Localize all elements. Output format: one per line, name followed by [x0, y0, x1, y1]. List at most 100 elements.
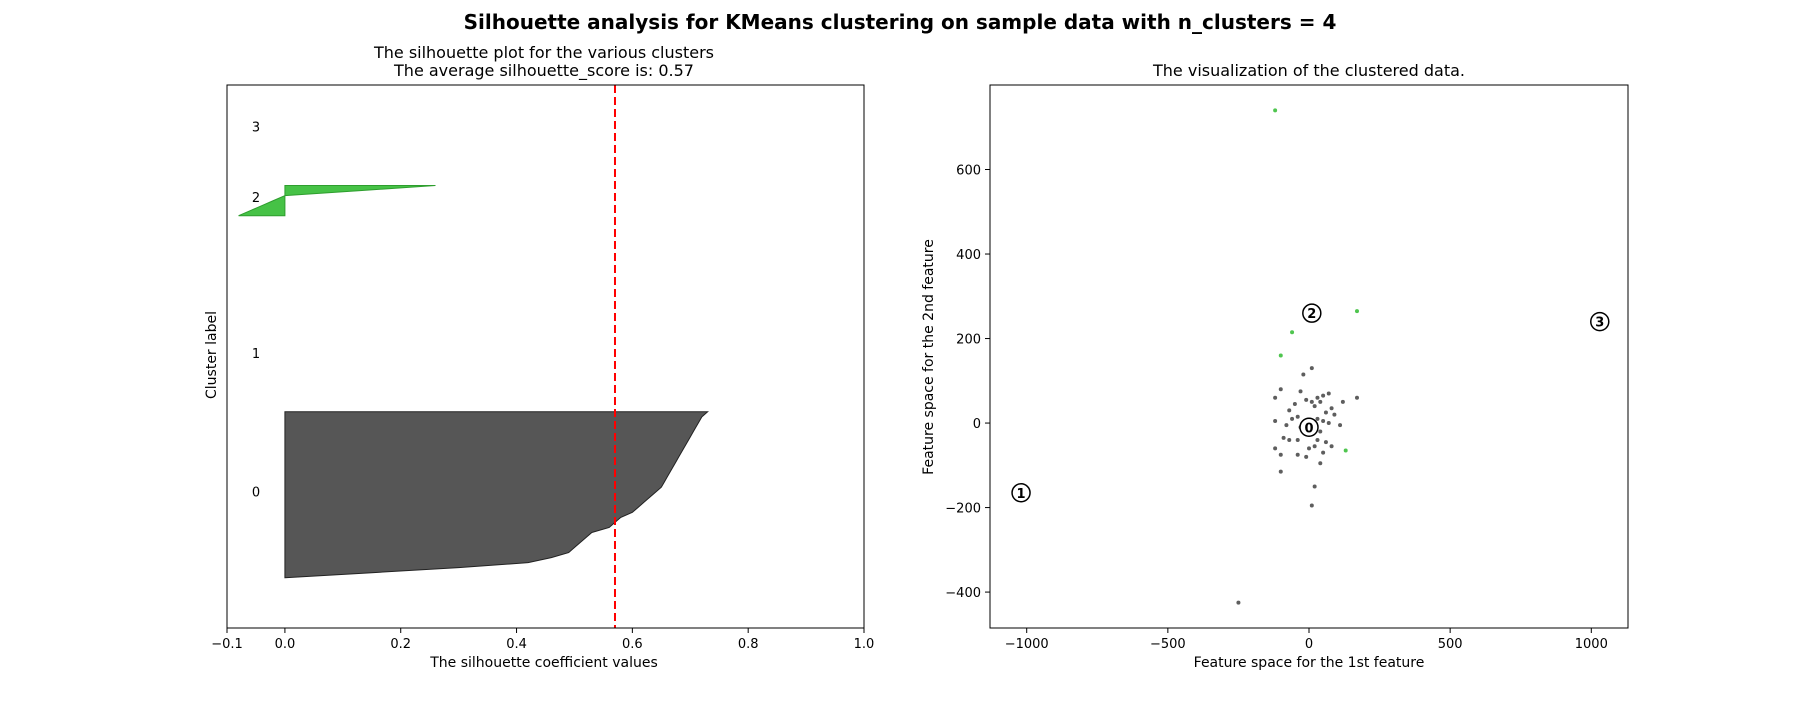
silhouette-cluster-labels: 0 1 2 3 — [252, 121, 260, 501]
cluster-center-marker — [1011, 483, 1031, 503]
silhouette-plot-frame — [226, 84, 865, 629]
scatter-y-tick-label: −400 — [945, 586, 981, 601]
scatter-point-cluster-0 — [1321, 418, 1326, 423]
silhouette-x-ticks: −0.1 0.0 0.2 0.4 0.6 0.8 1.0 — [211, 628, 874, 652]
cluster-label-3: 3 — [252, 121, 260, 136]
scatter-point-cluster-0 — [1236, 600, 1241, 605]
scatter-point-cluster-0 — [1309, 503, 1314, 508]
scatter-point-cluster-0 — [1326, 391, 1331, 396]
silhouette-fills — [238, 185, 709, 579]
scatter-point-cluster-0 — [1318, 399, 1323, 404]
scatter-y-tick-label: 600 — [956, 164, 981, 179]
cluster-center-label: 0 — [1304, 421, 1313, 436]
scatter-point-cluster-0 — [1278, 387, 1283, 392]
scatter-point-cluster-0 — [1332, 412, 1337, 417]
scatter-point-cluster-0 — [1292, 402, 1297, 407]
silhouette-plot: The silhouette plot for the various clus… — [204, 43, 874, 671]
scatter-point-cluster-2 — [1343, 448, 1348, 453]
silhouette-fill-cluster-0 — [284, 411, 709, 579]
scatter-point-cluster-0 — [1284, 423, 1289, 428]
silhouette-x-label: The silhouette coefficient values — [429, 655, 658, 671]
scatter-x-tick-label: 0 — [1305, 637, 1313, 652]
scatter-point-cluster-0 — [1281, 435, 1286, 440]
scatter-x-tick-label: −1000 — [1005, 637, 1049, 652]
scatter-x-label: Feature space for the 1st feature — [1194, 655, 1425, 671]
scatter-point-cluster-0 — [1321, 450, 1326, 455]
silhouette-plot-title-line2: The average silhouette_score is: 0.57 — [393, 61, 694, 81]
scatter-x-tick-label: 500 — [1438, 637, 1463, 652]
scatter-point-cluster-0 — [1301, 372, 1306, 377]
scatter-plot-title: The visualization of the clustered data. — [1152, 61, 1465, 80]
scatter-point-cluster-2 — [1290, 330, 1295, 335]
cluster-centers: 0 1 2 3 — [1011, 303, 1610, 503]
figure-suptitle: Silhouette analysis for KMeans clusterin… — [464, 10, 1337, 34]
scatter-point-cluster-2 — [1278, 353, 1283, 358]
scatter-y-label: Feature space for the 2nd feature — [921, 239, 937, 475]
cluster-center-marker — [1590, 311, 1610, 332]
silhouette-x-tick-label: −0.1 — [211, 637, 243, 652]
scatter-y-ticks: −400 −200 0 200 400 600 — [945, 164, 990, 601]
cluster-center-marker — [1299, 417, 1319, 438]
scatter-point-cluster-0 — [1304, 454, 1309, 459]
scatter-point-cluster-0 — [1273, 418, 1278, 423]
scatter-point-cluster-0 — [1278, 469, 1283, 474]
cluster-scatter-plot: The visualization of the clustered data.… — [921, 61, 1629, 671]
scatter-y-tick-label: 200 — [956, 333, 981, 348]
scatter-point-cluster-0 — [1287, 408, 1292, 413]
scatter-point-cluster-0 — [1309, 366, 1314, 371]
scatter-point-cluster-0 — [1318, 429, 1323, 434]
cluster-center-marker — [1302, 303, 1322, 323]
silhouette-x-tick-label: 0.4 — [506, 637, 527, 652]
scatter-point-cluster-0 — [1298, 389, 1303, 394]
cluster-label-1: 1 — [252, 347, 260, 362]
scatter-point-cluster-0 — [1354, 395, 1359, 400]
scatter-point-cluster-2 — [1354, 309, 1359, 314]
scatter-point-cluster-0 — [1307, 446, 1311, 451]
silhouette-fill-cluster-2 — [238, 185, 436, 217]
cluster-center-0: 0 — [1299, 417, 1319, 438]
cluster-center-1: 1 — [1011, 483, 1031, 503]
cluster-center-label: 2 — [1307, 307, 1316, 322]
silhouette-x-tick-label: 0.0 — [275, 637, 296, 652]
cluster-center-2: 2 — [1302, 303, 1322, 323]
scatter-point-cluster-0 — [1273, 395, 1278, 400]
scatter-y-tick-label: 400 — [956, 248, 981, 263]
scatter-point-cluster-0 — [1315, 416, 1320, 421]
scatter-y-tick-label: −200 — [945, 502, 981, 517]
scatter-point-cluster-0 — [1329, 444, 1334, 449]
scatter-x-tick-label: 1000 — [1575, 637, 1608, 652]
scatter-point-cluster-0 — [1273, 446, 1278, 451]
scatter-point-cluster-0 — [1295, 437, 1300, 442]
silhouette-x-tick-label: 0.6 — [622, 637, 643, 652]
silhouette-plot-title-line1: The silhouette plot for the various clus… — [373, 43, 714, 62]
scatter-point-cluster-0 — [1295, 452, 1300, 457]
cluster-label-0: 0 — [252, 485, 260, 500]
cluster-label-2: 2 — [252, 191, 260, 206]
scatter-point-cluster-0 — [1295, 414, 1300, 419]
scatter-points — [1236, 108, 1359, 605]
scatter-y-tick-label: 0 — [973, 417, 981, 432]
scatter-point-cluster-0 — [1290, 416, 1295, 421]
scatter-point-cluster-0 — [1304, 397, 1309, 402]
scatter-point-cluster-2 — [1273, 108, 1278, 113]
scatter-point-cluster-0 — [1329, 406, 1334, 411]
scatter-point-cluster-0 — [1312, 404, 1317, 409]
scatter-point-cluster-0 — [1340, 399, 1345, 404]
scatter-point-cluster-0 — [1326, 421, 1331, 426]
scatter-point-cluster-0 — [1338, 423, 1343, 428]
scatter-point-cluster-0 — [1312, 444, 1317, 449]
scatter-point-cluster-0 — [1278, 452, 1283, 457]
scatter-point-cluster-0 — [1323, 410, 1328, 415]
scatter-point-cluster-0 — [1315, 395, 1320, 400]
silhouette-x-tick-label: 1.0 — [854, 637, 875, 652]
scatter-point-cluster-0 — [1287, 437, 1292, 442]
scatter-point-cluster-0 — [1309, 399, 1314, 404]
scatter-plot-frame — [989, 84, 1629, 629]
silhouette-x-tick-label: 0.2 — [390, 637, 411, 652]
scatter-point-cluster-0 — [1321, 393, 1326, 398]
scatter-x-tick-label: −500 — [1150, 637, 1186, 652]
silhouette-y-label: Cluster label — [204, 311, 220, 399]
cluster-center-label: 3 — [1595, 316, 1604, 331]
